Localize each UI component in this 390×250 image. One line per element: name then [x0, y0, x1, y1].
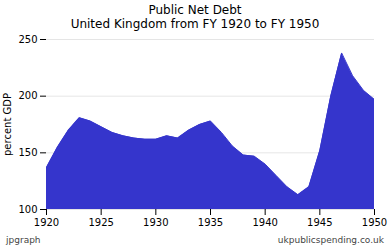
- svg-text:200: 200: [18, 90, 37, 101]
- svg-text:1950: 1950: [362, 217, 387, 228]
- html-text:ukpublicspending.co.uk: ukpublicspending.co.uk: [277, 235, 384, 245]
- svg-text:1945: 1945: [307, 217, 332, 228]
- svg-text:100: 100: [18, 204, 37, 215]
- svg-text:percent GDP: percent GDP: [2, 93, 13, 156]
- svg-text:1940: 1940: [252, 217, 277, 228]
- svg-text:1930: 1930: [143, 217, 168, 228]
- svg-text:1920: 1920: [34, 217, 59, 228]
- svg-text:1925: 1925: [88, 217, 113, 228]
- html-text:jpgraph: jpgraph: [6, 235, 41, 245]
- svg-text:1935: 1935: [198, 217, 223, 228]
- html-text:Public Net Debt United Kingdom: Public Net Debt United Kingdom from FY 1…: [70, 3, 320, 31]
- svg-text:150: 150: [18, 147, 37, 158]
- svg-text:250: 250: [18, 34, 37, 45]
